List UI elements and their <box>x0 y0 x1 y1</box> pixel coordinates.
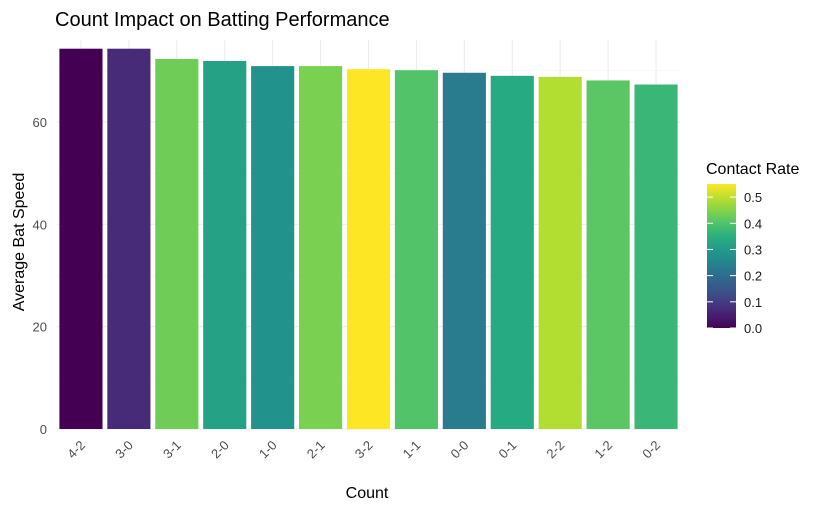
legend-tick-label: 0.3 <box>744 242 762 257</box>
bar-1-1 <box>394 70 438 430</box>
legend-tick-label: 0.1 <box>744 295 762 310</box>
x-tick-label: 0-1 <box>495 438 519 462</box>
x-tick-label: 1-2 <box>591 438 615 462</box>
legend-tick-label: 0.0 <box>744 321 762 336</box>
y-tick-label: 40 <box>33 217 47 232</box>
legend-ticks: 0.0 0.1 0.2 0.3 0.4 0.5 <box>707 190 762 336</box>
x-tick-label: 3-1 <box>160 438 184 462</box>
bar-0-2 <box>634 84 678 429</box>
x-axis-ticks: 4-2 3-0 3-1 2-0 1-0 2-1 3-2 1-1 0-0 0-1 2-2 1-2 0-2 <box>64 438 663 462</box>
y-axis-ticks: 0 20 40 60 <box>33 115 47 437</box>
bar-3-0 <box>107 48 151 429</box>
legend-colorbar <box>707 184 736 328</box>
legend: Contact Rate 0.0 0.1 0.2 0.3 0.4 0.5 <box>706 161 799 336</box>
y-tick-label: 0 <box>40 422 47 437</box>
bar-2-0 <box>203 60 247 429</box>
legend-tick-label: 0.5 <box>744 190 762 205</box>
x-tick-label: 2-0 <box>208 438 232 462</box>
x-tick-label: 0-0 <box>448 438 472 462</box>
bar-3-2 <box>346 69 391 430</box>
legend-title: Contact Rate <box>706 161 799 178</box>
bar-0-0 <box>442 72 486 429</box>
legend-tick-label: 0.4 <box>744 216 762 231</box>
y-axis-title: Average Bat Speed <box>11 173 28 311</box>
x-tick-label: 2-1 <box>304 438 328 462</box>
x-tick-label: 4-2 <box>64 438 88 462</box>
bar-1-2 <box>586 80 630 430</box>
y-tick-label: 60 <box>33 115 47 130</box>
x-axis-title: Count <box>346 485 389 502</box>
x-tick-label: 0-2 <box>639 438 663 462</box>
bar-1-0 <box>251 66 295 430</box>
bar-0-1 <box>490 75 534 429</box>
bar-3-1 <box>155 58 199 429</box>
bar-2-2 <box>538 76 582 429</box>
bars <box>59 48 678 430</box>
x-tick-label: 1-0 <box>256 438 280 462</box>
x-tick-label: 2-2 <box>543 438 567 462</box>
y-tick-label: 20 <box>33 320 47 335</box>
bar-4-2 <box>59 48 103 429</box>
x-tick-label: 3-0 <box>112 438 136 462</box>
x-tick-label: 1-1 <box>400 438 424 462</box>
legend-tick-label: 0.2 <box>744 269 762 284</box>
x-tick-label: 3-2 <box>352 438 376 462</box>
bar-2-1 <box>299 66 343 430</box>
chart-title: Count Impact on Batting Performance <box>55 9 390 31</box>
